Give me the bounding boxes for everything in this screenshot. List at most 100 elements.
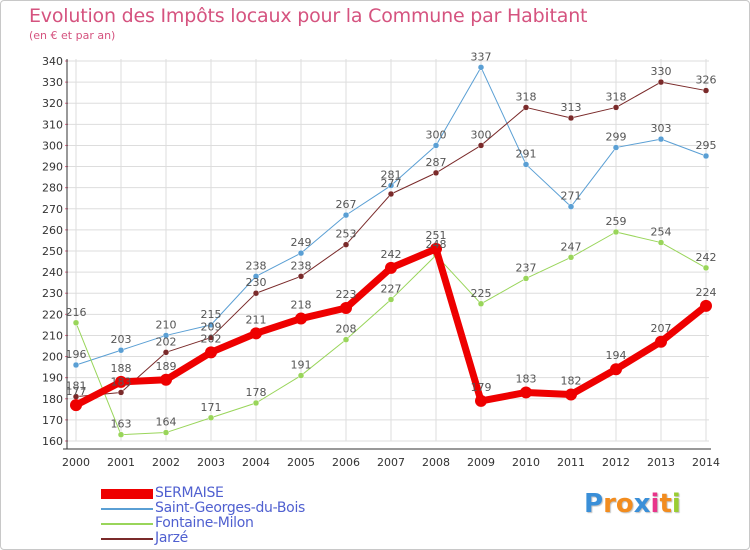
data-point: [205, 346, 217, 359]
legend-swatch: [101, 489, 153, 499]
data-label: 215: [201, 308, 222, 321]
data-label: 238: [246, 259, 267, 272]
y-tick-label: 310: [42, 118, 63, 131]
data-point: [657, 135, 665, 143]
x-tick-label: 2010: [512, 456, 540, 469]
data-label: 207: [651, 322, 672, 335]
x-tick-label: 2011: [557, 456, 585, 469]
y-tick-label: 230: [42, 287, 63, 300]
y-tick-label: 170: [42, 414, 63, 427]
y-tick-label: 180: [42, 393, 63, 406]
data-point: [655, 335, 667, 348]
x-tick-label: 2008: [422, 456, 450, 469]
data-label: 281: [381, 169, 402, 182]
logo-letter: i: [671, 489, 681, 519]
data-point: [567, 254, 575, 261]
y-tick-label: 250: [42, 245, 63, 258]
data-label: 300: [471, 128, 492, 141]
data-point: [252, 289, 260, 297]
data-point: [612, 144, 620, 151]
data-point: [702, 152, 710, 160]
data-point: [700, 299, 712, 312]
x-tick-label: 2001: [107, 456, 135, 469]
data-point: [117, 389, 125, 396]
data-label: 202: [156, 335, 177, 348]
logo-letter: x: [633, 489, 651, 519]
data-label: 225: [471, 287, 492, 300]
data-label: 191: [291, 359, 312, 372]
data-label: 313: [561, 101, 582, 114]
data-point: [520, 386, 532, 399]
data-label: 249: [291, 236, 312, 249]
data-point: [610, 363, 622, 376]
data-point: [477, 64, 485, 71]
chart-title: Evolution des Impôts locaux pour la Comm…: [29, 5, 588, 27]
x-tick-label: 2005: [287, 456, 315, 469]
data-point: [207, 321, 215, 329]
data-label: 182: [561, 375, 582, 388]
data-label: 164: [156, 416, 177, 429]
data-label: 267: [336, 198, 357, 211]
legend-swatch: [101, 508, 153, 510]
data-point: [252, 273, 260, 280]
x-tick-label: 2000: [62, 456, 90, 469]
data-label: 188: [111, 362, 132, 375]
data-label: 208: [336, 323, 357, 336]
data-label: 202: [201, 332, 222, 345]
data-label: 295: [696, 139, 717, 152]
x-tick-label: 2014: [692, 456, 720, 469]
data-point: [162, 429, 170, 436]
data-point: [385, 261, 397, 274]
data-label: 251: [426, 229, 447, 242]
data-point: [475, 394, 487, 407]
data-label: 242: [381, 248, 402, 261]
data-label: 300: [426, 128, 447, 141]
legend-swatch: [101, 523, 153, 525]
data-point: [567, 114, 575, 122]
logo-letter: t: [659, 489, 672, 519]
data-label: 218: [291, 299, 312, 312]
legend-label: Saint-Georges-du-Bois: [155, 500, 306, 516]
data-label: 171: [201, 401, 222, 414]
data-point: [657, 78, 665, 86]
data-point: [342, 241, 350, 248]
x-tick-label: 2003: [197, 456, 225, 469]
data-point: [72, 319, 80, 327]
data-label: 181: [66, 380, 87, 393]
x-tick-label: 2009: [467, 456, 495, 469]
data-point: [115, 375, 127, 388]
axes: 160 170 180 190 200 210 220 230 240 250 260 270 280 2…: [42, 55, 720, 469]
y-tick-label: 240: [42, 266, 63, 279]
y-tick-label: 340: [42, 55, 63, 68]
data-point: [340, 302, 352, 314]
y-tick-label: 220: [42, 308, 63, 321]
data-label: 196: [66, 348, 87, 361]
data-point: [207, 414, 215, 422]
data-label: 227: [381, 283, 402, 296]
data-point: [387, 296, 395, 303]
y-tick-label: 200: [42, 351, 63, 364]
y-tick-label: 210: [42, 329, 63, 342]
y-tick-label: 320: [42, 97, 63, 110]
data-label: 163: [111, 418, 132, 431]
data-label: 194: [606, 349, 627, 362]
data-point: [522, 161, 530, 168]
y-tick-label: 290: [42, 161, 63, 174]
data-point: [207, 334, 215, 341]
data-label: 318: [606, 90, 627, 103]
data-label: 177: [66, 385, 87, 398]
x-tick-label: 2006: [332, 456, 360, 469]
data-label: 277: [381, 177, 402, 190]
data-point: [702, 264, 710, 272]
data-point: [160, 373, 172, 386]
data-label: 230: [246, 276, 267, 289]
data-point: [522, 275, 530, 282]
data-point: [702, 87, 710, 94]
chart-subtitle: (en € et par an): [29, 29, 116, 42]
data-label: 183: [111, 375, 132, 388]
data-label: 330: [651, 65, 672, 78]
data-label: 203: [111, 333, 132, 346]
data-point: [612, 104, 620, 111]
data-point: [342, 336, 350, 343]
